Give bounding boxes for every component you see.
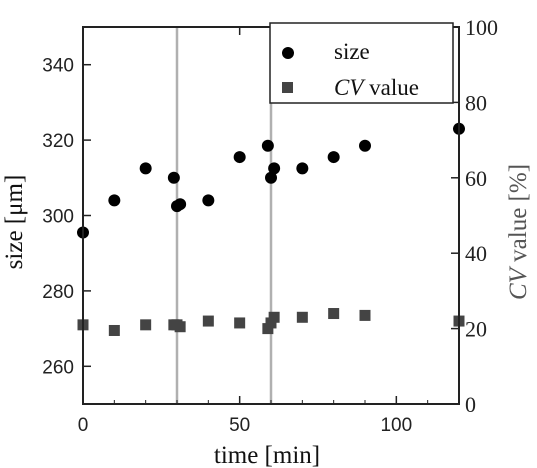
size-point bbox=[139, 162, 152, 175]
y-tick-label: 300 bbox=[42, 207, 74, 228]
size-point bbox=[268, 162, 281, 175]
y-tick-label: 340 bbox=[42, 56, 74, 77]
legend-label-size: size bbox=[334, 39, 370, 64]
x-axis-title: time [min] bbox=[214, 442, 320, 468]
y-tick-label: 260 bbox=[42, 357, 74, 378]
size-point bbox=[261, 139, 274, 152]
data-marks bbox=[77, 122, 465, 336]
cv-point bbox=[265, 317, 277, 329]
size-point bbox=[174, 198, 187, 211]
size-point bbox=[265, 171, 277, 184]
cv-point bbox=[174, 321, 186, 333]
y-axis-title: size [μm] bbox=[1, 175, 28, 270]
reference-lines bbox=[175, 27, 273, 404]
y2-tick-label: 0 bbox=[465, 392, 476, 417]
legend-box bbox=[269, 22, 454, 104]
cv-point bbox=[359, 309, 371, 321]
y2-axis-title-italic: CV bbox=[505, 265, 532, 300]
size-point bbox=[327, 151, 340, 164]
size-point bbox=[233, 151, 246, 164]
cv-point bbox=[108, 324, 120, 336]
cv-point bbox=[140, 319, 152, 331]
legend-marker-size bbox=[282, 47, 294, 59]
y2-axis-title-rest: value [%] bbox=[505, 164, 532, 268]
size-point bbox=[202, 194, 215, 207]
size-point bbox=[296, 162, 309, 175]
cv-point bbox=[262, 323, 274, 335]
legend: size CV value bbox=[269, 22, 454, 104]
cv-point bbox=[202, 315, 214, 327]
y2-tick-label: 20 bbox=[465, 317, 487, 342]
y2-tick-label: 60 bbox=[465, 166, 487, 191]
y-tick-label: 280 bbox=[42, 282, 74, 303]
size-point bbox=[167, 171, 180, 184]
y2-tick-label: 40 bbox=[465, 241, 487, 266]
y-tick-label: 320 bbox=[42, 131, 74, 152]
x-tick-label: 100 bbox=[380, 415, 412, 436]
y2-axis-title: CV value [%] bbox=[505, 164, 532, 300]
legend-label-cv-italic: CV bbox=[334, 75, 366, 100]
size-point bbox=[108, 194, 121, 207]
legend-label-cv: CV value bbox=[334, 75, 419, 100]
size-point bbox=[359, 139, 371, 152]
y2-tick-label: 80 bbox=[465, 90, 487, 115]
y2-tick-label: 100 bbox=[465, 15, 498, 40]
axis-ticks: 0 50 100 260 280 300 320 340 0 20 40 60 80 100 bbox=[42, 15, 498, 436]
x-tick-label: 50 bbox=[229, 415, 250, 436]
x-tick-label: 0 bbox=[78, 415, 89, 436]
legend-marker-cv bbox=[282, 82, 293, 93]
cv-point bbox=[296, 311, 308, 323]
legend-label-cv-rest: value bbox=[363, 75, 419, 100]
cv-point bbox=[328, 308, 340, 320]
cv-point bbox=[234, 317, 246, 329]
cv-point bbox=[268, 311, 280, 323]
